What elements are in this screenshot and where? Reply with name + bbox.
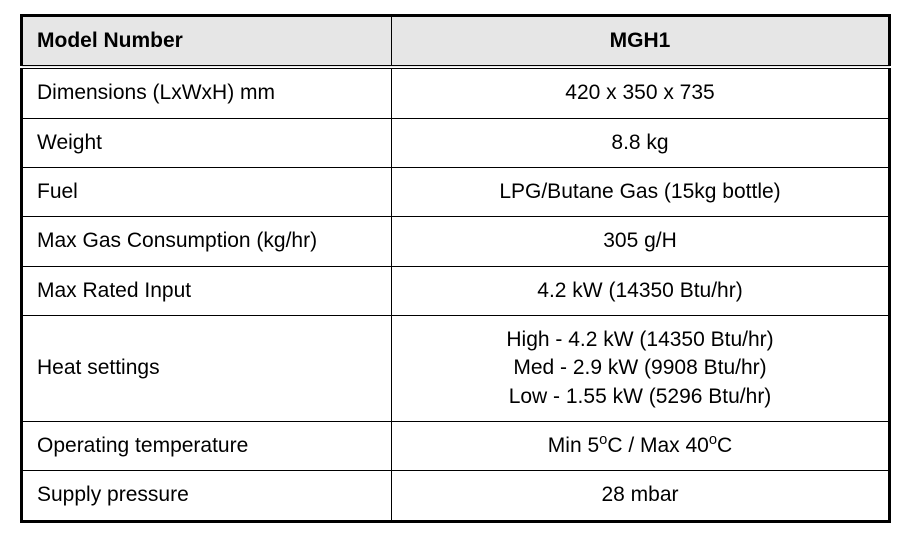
spec-value: Min 5oC / Max 40oC [392,422,890,471]
spec-value: High - 4.2 kW (14350 Btu/hr)Med - 2.9 kW… [392,316,890,422]
spec-label: Heat settings [22,316,392,422]
table-row: Operating temperatureMin 5oC / Max 40oC [22,422,890,471]
spec-value: 28 mbar [392,471,890,521]
spec-label: Weight [22,118,392,167]
table-row: FuelLPG/Butane Gas (15kg bottle) [22,168,890,217]
table-header-row: Model Number MGH1 [22,16,890,68]
spec-value: 305 g/H [392,217,890,266]
spec-label: Max Gas Consumption (kg/hr) [22,217,392,266]
table-row: Supply pressure28 mbar [22,471,890,521]
spec-label: Operating temperature [22,422,392,471]
table-row: Heat settingsHigh - 4.2 kW (14350 Btu/hr… [22,316,890,422]
spec-table: Model Number MGH1 Dimensions (LxWxH) mm4… [20,14,891,523]
spec-label: Dimensions (LxWxH) mm [22,67,392,118]
spec-value: 420 x 350 x 735 [392,67,890,118]
table-row: Dimensions (LxWxH) mm420 x 350 x 735 [22,67,890,118]
spec-label: Supply pressure [22,471,392,521]
spec-label: Max Rated Input [22,266,392,315]
spec-value: LPG/Butane Gas (15kg bottle) [392,168,890,217]
spec-table-container: Model Number MGH1 Dimensions (LxWxH) mm4… [0,0,908,537]
table-row: Max Rated Input4.2 kW (14350 Btu/hr) [22,266,890,315]
table-row: Max Gas Consumption (kg/hr)305 g/H [22,217,890,266]
table-row: Weight8.8 kg [22,118,890,167]
spec-label: Fuel [22,168,392,217]
spec-value: 8.8 kg [392,118,890,167]
header-model-number: Model Number [22,16,392,68]
header-model-id: MGH1 [392,16,890,68]
spec-table-body: Dimensions (LxWxH) mm420 x 350 x 735Weig… [22,67,890,521]
spec-value: 4.2 kW (14350 Btu/hr) [392,266,890,315]
